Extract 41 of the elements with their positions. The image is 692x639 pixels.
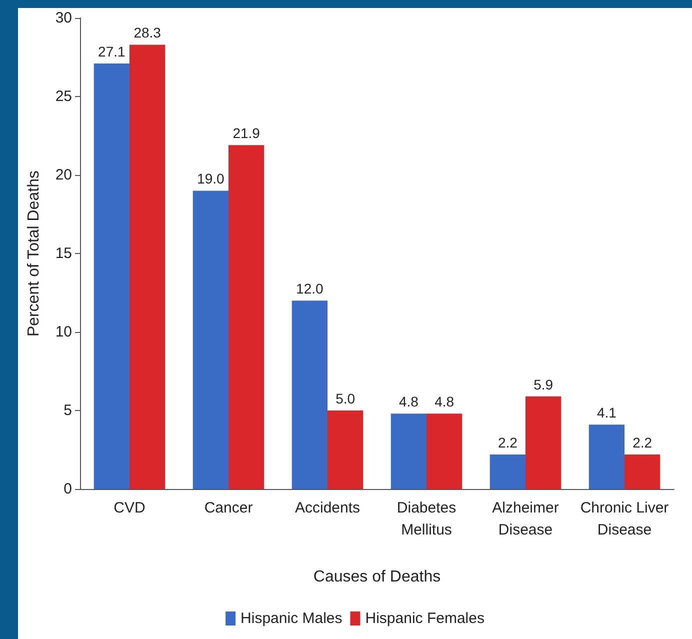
data-label: 4.8: [434, 394, 454, 410]
y-tick-label: 25: [55, 88, 72, 105]
y-tick-label: 15: [55, 245, 72, 262]
legend-label: Hispanic Males: [240, 610, 342, 627]
data-label: 2.2: [498, 434, 518, 450]
bar: [526, 396, 562, 489]
data-label: 21.9: [232, 125, 260, 142]
bar: [426, 414, 462, 489]
bar: [624, 454, 660, 489]
bar: [94, 64, 130, 489]
x-tick-label: CVD: [114, 500, 146, 516]
bar: [390, 414, 426, 489]
x-tick-label: Diabetes Mellitus: [396, 500, 456, 538]
data-label: 4.8: [398, 394, 419, 410]
data-label: 5.9: [534, 376, 554, 392]
y-tick-label: 20: [55, 166, 72, 184]
y-tick-label: 5: [64, 402, 72, 419]
x-tick-label: Chronic Liver Disease: [580, 500, 669, 538]
bar: [292, 300, 328, 489]
data-label: 19.0: [197, 170, 225, 187]
bar: [588, 424, 624, 489]
y-tick-label: 0: [64, 480, 72, 498]
bar: [490, 454, 526, 489]
data-label: 4.1: [596, 404, 617, 421]
bar: [130, 44, 166, 489]
data-label: 28.3: [134, 24, 162, 41]
x-tick-label: Cancer: [204, 500, 253, 516]
y-tick-label: 10: [55, 324, 72, 340]
data-label: 2.2: [632, 434, 652, 450]
data-label: 12.0: [296, 280, 324, 297]
y-axis-title: Percent of Total Deaths: [26, 170, 42, 337]
bar: [192, 190, 228, 489]
x-tick-label: Accidents: [294, 500, 360, 516]
x-tick-label: Alzheimer Disease: [492, 500, 559, 538]
y-tick-label: 30: [55, 10, 72, 26]
bar: [228, 145, 264, 489]
data-label: 5.0: [336, 390, 356, 406]
data-label: 27.1: [98, 44, 126, 60]
x-axis-title: Causes of Deaths: [313, 568, 441, 586]
legend-label: Hispanic Females: [365, 610, 484, 627]
bar: [328, 410, 364, 489]
